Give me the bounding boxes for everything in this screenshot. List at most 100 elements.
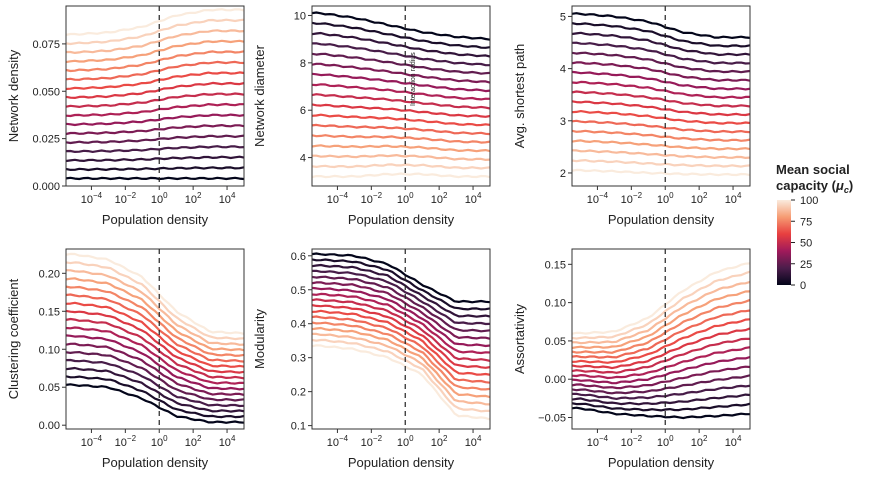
colorbar-tick-label: 25 [800,259,812,271]
series-line [312,304,490,369]
annotation-label: Interaction radius [410,52,417,106]
panel-network-diameter: Interaction radius 4 6 8 10 10−4 10−2 100 102 104… [252,5,491,227]
series-line [572,90,750,108]
x-tick-label: 10−2 [361,191,383,206]
series-line [66,39,244,64]
series-line [572,31,750,57]
series-line [572,280,750,345]
axes-frame [311,248,491,430]
series-line [572,22,750,48]
series-line [312,298,490,362]
series-line [312,321,490,391]
series-line [572,402,750,412]
series-line [312,123,490,136]
y-tick-label: 0.6 [291,251,306,263]
series-line [572,270,750,340]
series-line [66,375,244,419]
y-tick-label: 0.15 [545,259,566,271]
series-line [572,110,750,125]
series-line [572,100,750,117]
series-line [312,52,490,75]
y-tick-label: 0.20 [39,268,60,280]
x-tick-label: 10−2 [115,434,137,449]
y-axis-label: Clustering coefficient [6,278,21,399]
panel-clustering-coefficient: 0.00 0.05 0.10 0.15 0.20 10−4 10−2 100 102 104 Pop… [6,248,245,470]
series-line [312,31,490,58]
series-line [572,374,750,395]
axes-frame [571,248,751,430]
x-axis-label: Population density [608,455,715,470]
series-line [572,262,750,335]
colorbar-legend: Mean social capacity (μc) 100 75 50 25 0 [776,162,853,292]
x-tick-label: 100 [657,191,674,206]
colorbar [777,200,791,285]
y-tick-label: 0.00 [545,374,566,386]
series-line [572,384,750,400]
x-tick-label: 10−4 [81,191,103,206]
series-line [312,286,490,348]
series-line [312,338,490,413]
series-line [312,315,490,384]
panel-network-density: 0.000 0.025 0.050 0.075 10−4 10−2 100 102 104 Pop… [6,5,245,227]
series-line [312,144,490,153]
series-line [66,60,244,81]
series-line [572,119,750,134]
series-line [312,332,490,406]
series-group [66,8,244,181]
series-line [312,275,490,333]
series-line [66,29,244,54]
series-line [572,327,750,370]
series-line [66,301,244,368]
series-line [66,81,244,99]
x-tick-label: 104 [725,191,742,206]
y-tick-label: 4 [560,64,566,76]
series-line [572,12,750,39]
axes-frame [311,5,491,187]
x-tick-label: 102 [185,434,202,449]
x-axis-label: Population density [102,455,209,470]
y-axis-label: Avg. shortest path [512,44,527,149]
y-tick-label: 0.10 [545,298,566,310]
y-tick-label: 0.5 [291,285,306,297]
x-tick-label: 10−4 [327,434,349,449]
y-axis-label: Network diameter [252,44,267,147]
series-line [66,155,244,163]
series-line [312,154,490,161]
x-tick-label: 10−4 [81,434,103,449]
series-line [572,139,750,151]
x-tick-label: 102 [431,434,448,449]
series-line [312,83,490,101]
colorbar-tick-label: 100 [800,195,818,207]
series-line [572,41,750,65]
x-tick-label: 104 [219,191,236,206]
series-line [312,252,490,304]
x-tick-label: 104 [219,434,236,449]
y-axis-label: Assortativity [512,303,527,374]
series-line [572,355,750,385]
series-line [312,163,490,170]
panel-modularity: 0.1 0.2 0.3 0.4 0.5 0.6 10−4 10−2 100 102 104 Popul… [252,248,491,470]
x-tick-label: 102 [431,191,448,206]
series-group [572,262,750,420]
series-line [312,62,490,84]
series-line [66,134,244,145]
y-tick-label: 0.025 [32,134,60,146]
series-line [312,281,490,340]
series-group [66,252,244,424]
panel-assortativity: −0.05 0.00 0.05 0.10 0.15 10−4 10−2 100 102 104 Po… [512,248,751,470]
x-axis-label: Population density [102,212,209,227]
series-line [572,168,750,177]
colorbar-tick-label: 75 [800,216,812,228]
series-line [572,70,750,91]
series-line [312,258,490,311]
series-line [312,134,490,144]
series-line [572,149,750,159]
x-axis-label: Population density [348,212,455,227]
y-tick-label: 0.2 [291,387,306,399]
series-line [66,334,244,391]
colorbar-tick-label: 0 [800,280,806,292]
series-line [66,8,244,36]
series-line [66,50,244,73]
legend-title-line1: Mean social [776,162,850,177]
